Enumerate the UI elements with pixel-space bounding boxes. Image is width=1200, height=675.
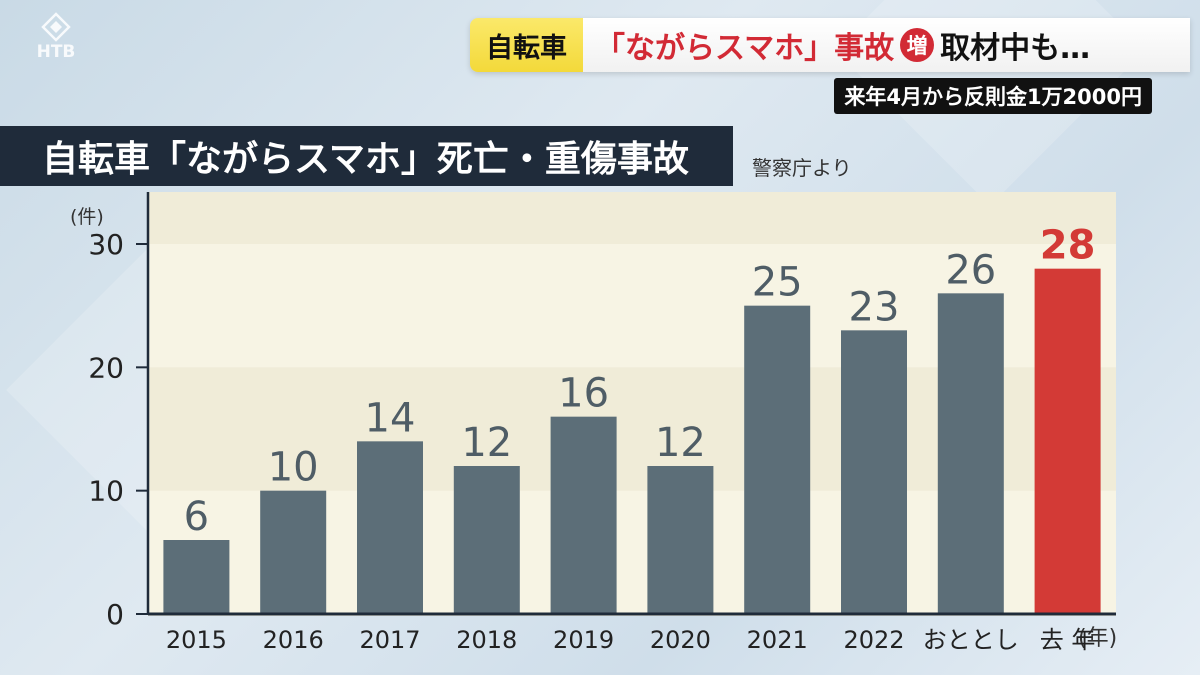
bar [357, 441, 423, 614]
headline-topic: 自転車 [470, 18, 583, 72]
bar [163, 540, 230, 614]
y-tick-label: 0 [106, 598, 124, 631]
chart-title: 自転車「ながらスマホ」死亡・重傷事故 [0, 126, 733, 186]
logo-text: HTB [36, 42, 76, 62]
x-tick-label: 去 年 [1040, 626, 1096, 654]
station-logo: HTB [28, 12, 84, 66]
headline-bar: 自転車 「ながらスマホ」事故 増 取材中も… [470, 18, 1190, 72]
x-tick-label: 2019 [553, 626, 614, 654]
bar-value-label: 10 [268, 445, 319, 491]
x-tick-label: 2018 [456, 626, 517, 654]
bar [744, 305, 811, 614]
x-tick-label: おととし [923, 626, 1019, 654]
bar-highlight [1034, 268, 1101, 614]
x-tick-label: 2015 [166, 626, 227, 654]
bar [841, 330, 907, 614]
bar-value-label: 14 [365, 395, 416, 441]
bar-value-label: 23 [849, 284, 900, 330]
y-axis-unit: (件) [70, 206, 104, 228]
headline-main: 「ながらスマホ」事故 増 取材中も… [583, 18, 1190, 72]
bar-value-label: 28 [1040, 223, 1096, 269]
bar-value-label: 16 [558, 371, 609, 417]
y-tick-label: 20 [88, 351, 124, 384]
y-tick-label: 10 [88, 475, 124, 508]
bar-value-label: 12 [655, 420, 706, 466]
increase-badge: 増 [900, 28, 935, 62]
headline-subline: 来年4月から反則金1万2000円 [834, 78, 1152, 114]
bar-value-label: 12 [461, 420, 512, 466]
x-tick-label: 2016 [263, 626, 324, 654]
x-tick-label: 2021 [747, 626, 808, 654]
chart-source: 警察庁より [752, 156, 852, 180]
logo-mark-icon [41, 12, 71, 42]
bar [550, 416, 617, 614]
x-tick-label: 2022 [843, 626, 904, 654]
bar-value-label: 26 [945, 247, 996, 293]
plot-band [148, 192, 1116, 244]
y-tick-label: 30 [88, 228, 124, 261]
x-axis-unit: (年) [1078, 626, 1118, 651]
bar-value-label: 6 [184, 494, 209, 540]
bar-value-label: 25 [752, 260, 803, 306]
bar [260, 490, 327, 614]
x-tick-label: 2017 [359, 626, 420, 654]
bar [937, 293, 1004, 614]
headline-keyword: 「ながらスマホ」事故 [595, 31, 895, 66]
x-tick-label: 2020 [650, 626, 711, 654]
headline-rest: 取材中も… [940, 31, 1091, 66]
bar [453, 466, 520, 614]
bar [647, 466, 714, 614]
